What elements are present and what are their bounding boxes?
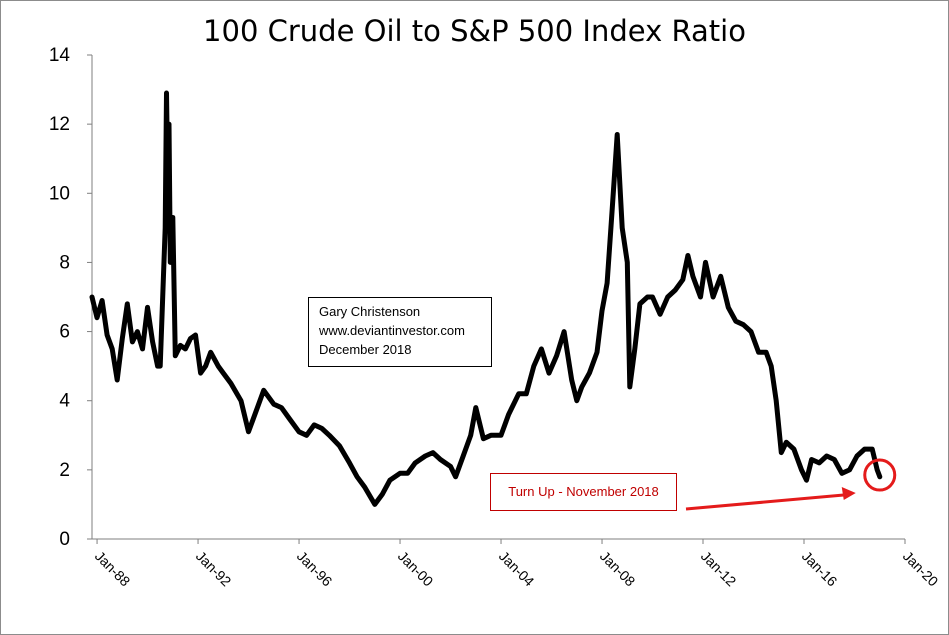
x-tick-label: Jan-08 (597, 548, 639, 590)
y-tick-label: 12 (49, 114, 70, 135)
credit-author: Gary Christenson (319, 304, 421, 319)
annotation-arrow-shaft (685, 493, 844, 511)
x-tick-label: Jan-96 (294, 548, 336, 590)
credit-box: Gary Christenson www.deviantinvestor.com… (308, 297, 492, 367)
y-tick-label: 2 (59, 460, 70, 481)
turn-up-annotation: Turn Up - November 2018 (490, 473, 677, 511)
x-tick-label: Jan-20 (900, 548, 942, 590)
x-tick-label: Jan-16 (799, 548, 841, 590)
credit-date: December 2018 (319, 342, 412, 357)
y-tick-label: 4 (59, 391, 70, 412)
x-tick-label: Jan-00 (395, 548, 437, 590)
chart-title: 100 Crude Oil to S&P 500 Index Ratio (203, 14, 746, 48)
y-tick-label: 10 (49, 183, 70, 204)
x-tick-label: Jan-12 (698, 548, 740, 590)
credit-website: www.deviantinvestor.com (319, 323, 465, 338)
highlight-circle (863, 458, 897, 492)
y-tick-label: 0 (59, 529, 70, 550)
x-tick-label: Jan-88 (92, 548, 134, 590)
y-tick-label: 8 (59, 252, 70, 273)
x-tick-label: Jan-92 (193, 548, 235, 590)
y-tick-label: 14 (49, 45, 71, 66)
x-tick-label: Jan-04 (496, 548, 538, 590)
series-line (89, 90, 883, 507)
annotation-arrow-head (841, 487, 856, 501)
y-tick-label: 6 (59, 322, 70, 343)
